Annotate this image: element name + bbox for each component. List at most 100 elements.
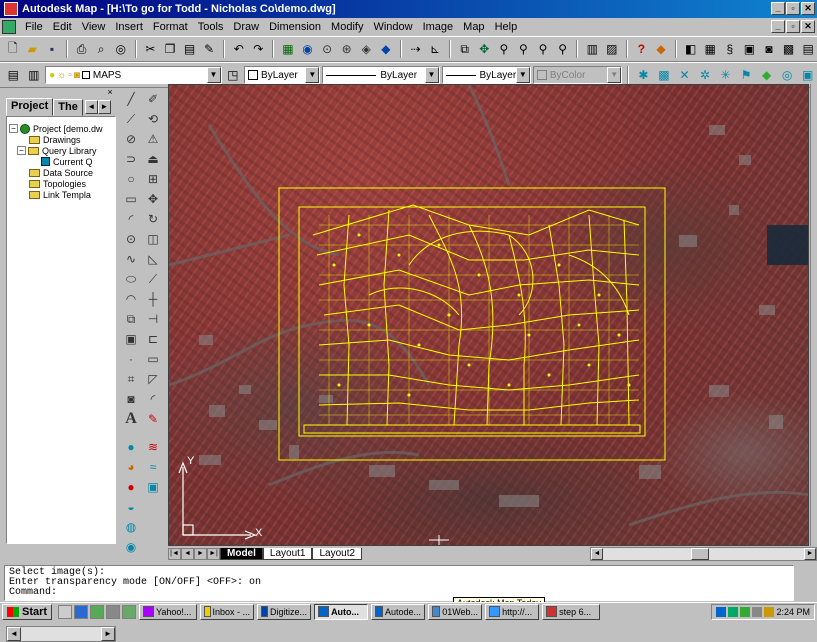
copy-object-icon[interactable]: ⟲ — [147, 112, 159, 126]
maximize-button[interactable]: ▫ — [786, 2, 800, 15]
circle-point-icon[interactable]: ○ — [127, 172, 135, 186]
layer-dropdown[interactable]: ● ☼ ▫ ◙ MAPS ▼ — [45, 66, 222, 84]
viewport-scroll-right-icon[interactable]: ► — [804, 548, 816, 560]
antivirus-icon[interactable] — [740, 607, 751, 617]
ortho-icon[interactable]: ◆ — [381, 42, 391, 56]
menu-image[interactable]: Image — [422, 21, 454, 33]
task-step6[interactable]: step 6... — [542, 603, 601, 620]
menu-dimension[interactable]: Dimension — [269, 21, 322, 33]
trim-icon[interactable]: ┼ — [148, 292, 158, 306]
tree-item-topologies[interactable]: Topologies — [29, 178, 86, 189]
map-draw-3-icon[interactable]: ● — [127, 480, 135, 494]
line-icon[interactable]: ╱ — [127, 92, 135, 106]
map-today-icon[interactable]: ◆ — [656, 42, 666, 56]
extend-icon[interactable]: ⊣ — [147, 312, 159, 326]
collapse-icon[interactable]: − — [17, 146, 26, 155]
viewport-scroll-thumb[interactable] — [691, 548, 709, 560]
task-browser[interactable]: http://... — [485, 603, 540, 620]
zoom-realtime-icon[interactable]: ⚲ — [499, 42, 509, 56]
open-icon[interactable]: ▰ — [27, 42, 37, 56]
tab-scroll-right-button[interactable]: ► — [97, 100, 111, 114]
tracking-icon[interactable]: ⊙ — [322, 42, 333, 56]
region-icon[interactable]: ◙ — [127, 392, 135, 406]
clock[interactable]: 2:24 PM — [776, 607, 810, 617]
distance-icon[interactable]: ⇢ — [410, 42, 421, 56]
point-icon[interactable]: · — [129, 352, 133, 366]
publish-icon[interactable]: ◎ — [115, 42, 126, 56]
menu-format[interactable]: Format — [152, 21, 188, 33]
network-icon[interactable] — [716, 607, 727, 617]
zoom-extents-icon[interactable]: ⚲ — [538, 42, 548, 56]
explode-icon[interactable]: ✎ — [147, 412, 159, 426]
snap-icon[interactable]: ⊛ — [341, 42, 352, 56]
zoom-previous-icon[interactable]: ⚲ — [558, 42, 568, 56]
task-inbox[interactable]: Inbox - ... — [200, 603, 255, 620]
task-autodesk[interactable]: Autode... — [371, 603, 426, 620]
lengthen-icon[interactable]: ⟋ — [148, 271, 158, 286]
redo-icon[interactable]: ↷ — [253, 42, 264, 56]
offset-icon[interactable]: ⏏ — [147, 152, 159, 166]
map-draw-2-icon[interactable]: ◕ — [127, 460, 135, 474]
object-snap-icon[interactable]: ◉ — [302, 42, 313, 56]
tree-item-query-library[interactable]: − Query Library — [17, 145, 97, 156]
map-draw-5-icon[interactable]: ◍ — [125, 520, 137, 534]
tab-themes[interactable]: The — [53, 99, 83, 116]
menu-edit[interactable]: Edit — [52, 21, 72, 33]
spline-icon[interactable]: ∿ — [125, 252, 137, 266]
match-properties-icon[interactable]: ✎ — [204, 42, 215, 56]
named-views-icon[interactable]: ⧉ — [460, 41, 469, 56]
task-yahoo[interactable]: Yahoo!... — [139, 603, 198, 620]
tray-util-icon[interactable] — [752, 607, 763, 617]
quicklaunch-4-icon[interactable] — [106, 604, 121, 619]
map-tool-g-icon[interactable]: ◆ — [762, 68, 772, 82]
new-icon[interactable]: 🗋 — [7, 40, 18, 55]
array-icon[interactable]: ⊞ — [147, 172, 159, 186]
help-icon[interactable]: ? — [637, 42, 646, 56]
pan-realtime-icon[interactable]: ✥ — [479, 42, 490, 56]
print-icon[interactable]: ⎙ — [76, 41, 87, 56]
undo-icon[interactable]: ↶ — [233, 42, 244, 56]
tab-scroll-left-button[interactable]: ◄ — [84, 100, 98, 114]
first-tab-icon[interactable]: |◄ — [168, 548, 181, 560]
internet-explorer-icon[interactable] — [74, 604, 89, 619]
map-draw-6-icon[interactable]: ◉ — [125, 540, 137, 554]
panel-close-button[interactable]: × — [107, 87, 113, 97]
tree-item-drawings[interactable]: Drawings — [29, 134, 81, 145]
multiline-text-icon[interactable]: A — [125, 410, 137, 427]
map-tool-b-icon[interactable]: ▩ — [658, 68, 670, 82]
insert-block-icon[interactable]: ⧉ — [126, 311, 136, 326]
properties-icon[interactable]: ▥ — [586, 42, 598, 56]
map-tool-h-icon[interactable]: ◎ — [781, 68, 793, 82]
ellipse-icon[interactable]: ⬭ — [125, 271, 137, 286]
map-tool-6-icon[interactable]: ▩ — [782, 42, 795, 56]
collapse-icon[interactable]: − — [9, 124, 18, 133]
outlook-icon[interactable] — [90, 604, 105, 619]
color-dropdown[interactable]: ByLayer ▼ — [244, 66, 321, 84]
design-center-icon[interactable]: ▨ — [606, 42, 618, 56]
tree-item-link-templates[interactable]: Link Templa — [29, 189, 91, 200]
map-tool-2-icon[interactable]: ▦ — [704, 42, 716, 56]
cut-icon[interactable]: ✂ — [145, 42, 156, 56]
map-draw-4-icon[interactable]: ◒ — [127, 500, 135, 514]
stretch-icon[interactable]: ◺ — [148, 252, 158, 266]
menu-tools[interactable]: Tools — [197, 21, 224, 33]
menu-view[interactable]: View — [81, 21, 106, 33]
map-modify-2-icon[interactable]: ≈ — [149, 460, 157, 474]
fillet-icon[interactable]: ◜ — [150, 392, 156, 406]
tab-layout2[interactable]: Layout2 — [312, 548, 363, 560]
map-tool-d-icon[interactable]: ✲ — [700, 68, 711, 82]
menu-modify[interactable]: Modify — [331, 21, 364, 33]
show-desktop-icon[interactable] — [58, 604, 73, 619]
layers-icon[interactable]: ▥ — [28, 68, 40, 82]
hatch-icon[interactable]: ⌗ — [127, 371, 135, 386]
construction-line-icon[interactable]: ⟋ — [126, 111, 136, 126]
prev-tab-icon[interactable]: ◄ — [181, 548, 194, 560]
map-tool-e-icon[interactable]: ✳ — [720, 68, 731, 82]
tree-item-data-sources[interactable]: Data Source — [29, 167, 93, 178]
chamfer-icon[interactable]: ◸ — [148, 372, 158, 386]
lineweight-dropdown-arrow[interactable]: ▼ — [515, 67, 530, 83]
break-at-point-icon[interactable]: ▭ — [147, 352, 159, 366]
start-button[interactable]: Start — [2, 603, 53, 620]
doc-restore-button[interactable]: ▫ — [786, 20, 800, 33]
tree-item-current-query[interactable]: Current Q — [41, 156, 93, 167]
